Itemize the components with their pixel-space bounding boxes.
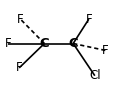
Text: F: F [17, 13, 24, 26]
Text: F: F [16, 61, 23, 74]
Text: F: F [85, 13, 92, 26]
Text: F: F [5, 37, 12, 50]
Text: F: F [102, 44, 109, 57]
Text: Cl: Cl [89, 69, 101, 82]
Text: C: C [40, 37, 49, 50]
Text: C: C [68, 37, 78, 50]
